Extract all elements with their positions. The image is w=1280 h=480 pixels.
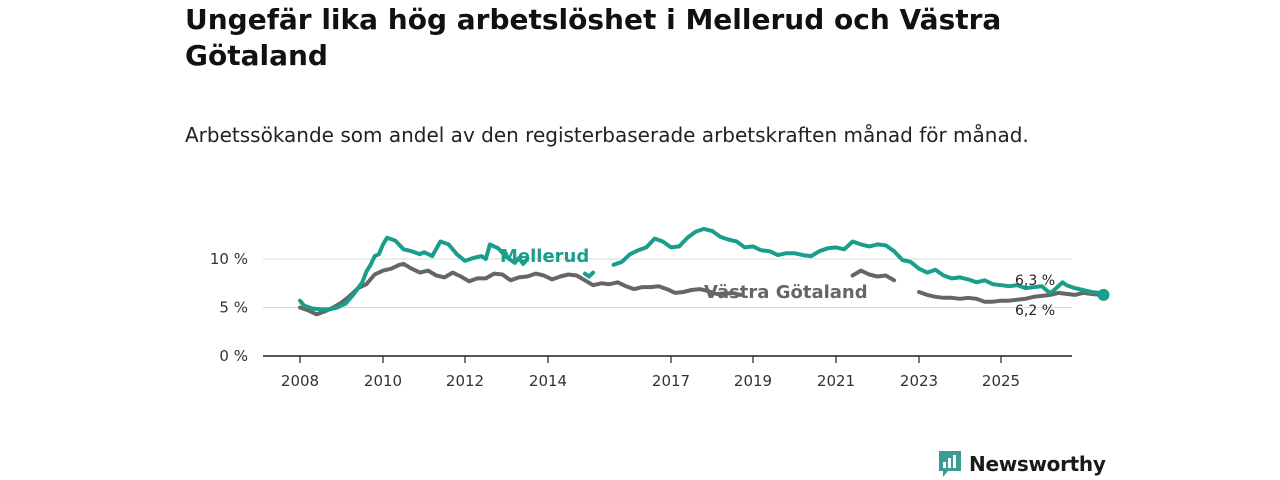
end-point-mellerud bbox=[1097, 288, 1110, 301]
series-line-vastra-gotaland-segment-2 bbox=[917, 290, 1106, 304]
brand-name: Newsworthy bbox=[969, 452, 1106, 476]
x-tick-label: 2023 bbox=[900, 372, 938, 390]
grid-lines bbox=[263, 258, 1072, 308]
series-line-vastra-gotaland-segment-1 bbox=[850, 268, 897, 283]
series-line-mellerud-segment-2 bbox=[611, 226, 1106, 297]
series-line-vastra-gotaland-segment-0 bbox=[298, 261, 743, 317]
chart-title: Ungefär lika hög arbetslöshet i Mellerud… bbox=[185, 3, 1002, 72]
chart-subtitle: Arbetssökande som andel av den registerb… bbox=[185, 123, 1029, 147]
y-tick-label: 0 % bbox=[219, 347, 248, 365]
x-tick-label: 2010 bbox=[364, 372, 402, 390]
series-line-mellerud-segment-1 bbox=[582, 270, 596, 279]
end-value-label-mellerud: 6,3 % bbox=[1015, 273, 1055, 289]
x-tick-label: 2019 bbox=[734, 372, 772, 390]
end-value-label-vastra-gotaland: 6,2 % bbox=[1015, 303, 1055, 319]
x-axis-ticks: 2008 2010 2012 2014 2017 2019 2021 2023 2025 bbox=[281, 356, 1020, 390]
newsworthy-logo-icon bbox=[939, 451, 961, 477]
series-labels: Mellerud Västra Götaland 6,3 % 6,2 % bbox=[500, 246, 1055, 319]
x-tick-label: 2021 bbox=[817, 372, 855, 390]
x-tick-label: 2025 bbox=[982, 372, 1020, 390]
newsworthy-logo: Newsworthy bbox=[937, 449, 1106, 479]
y-axis-ticks: 0 % 5 % 10 % bbox=[210, 250, 248, 365]
series-label-mellerud: Mellerud bbox=[500, 246, 589, 267]
x-tick-label: 2012 bbox=[446, 372, 484, 390]
y-tick-label: 10 % bbox=[210, 250, 248, 268]
y-tick-label: 5 % bbox=[219, 299, 248, 317]
series-lines bbox=[298, 226, 1110, 317]
series-line-mellerud-segment-0 bbox=[298, 235, 530, 312]
series-label-vastra-gotaland: Västra Götaland bbox=[704, 282, 868, 303]
x-tick-label: 2017 bbox=[652, 372, 690, 390]
x-tick-label: 2014 bbox=[529, 372, 567, 390]
x-tick-label: 2008 bbox=[281, 372, 319, 390]
